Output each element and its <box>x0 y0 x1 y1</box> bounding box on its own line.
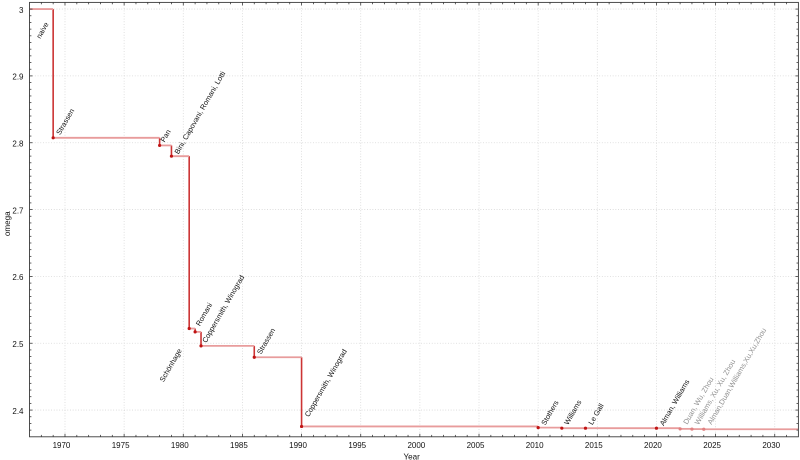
svg-text:2.8: 2.8 <box>12 139 24 148</box>
svg-text:2.7: 2.7 <box>12 206 24 215</box>
svg-text:2.9: 2.9 <box>12 73 24 82</box>
svg-text:2015: 2015 <box>585 441 603 450</box>
svg-text:1980: 1980 <box>171 441 189 450</box>
svg-text:2000: 2000 <box>407 441 425 450</box>
svg-text:2.6: 2.6 <box>12 273 24 282</box>
svg-text:2025: 2025 <box>703 441 721 450</box>
svg-text:omega: omega <box>3 211 12 236</box>
svg-text:Year: Year <box>404 452 421 460</box>
svg-text:2030: 2030 <box>762 441 780 450</box>
svg-text:3: 3 <box>19 6 24 15</box>
svg-text:2005: 2005 <box>467 441 485 450</box>
svg-text:2010: 2010 <box>526 441 544 450</box>
svg-text:1970: 1970 <box>53 441 71 450</box>
svg-text:1995: 1995 <box>348 441 366 450</box>
svg-text:1990: 1990 <box>289 441 307 450</box>
svg-text:1985: 1985 <box>230 441 248 450</box>
svg-text:2.5: 2.5 <box>12 340 24 349</box>
svg-text:2.4: 2.4 <box>12 407 24 416</box>
svg-text:1975: 1975 <box>112 441 130 450</box>
svg-text:2020: 2020 <box>644 441 662 450</box>
